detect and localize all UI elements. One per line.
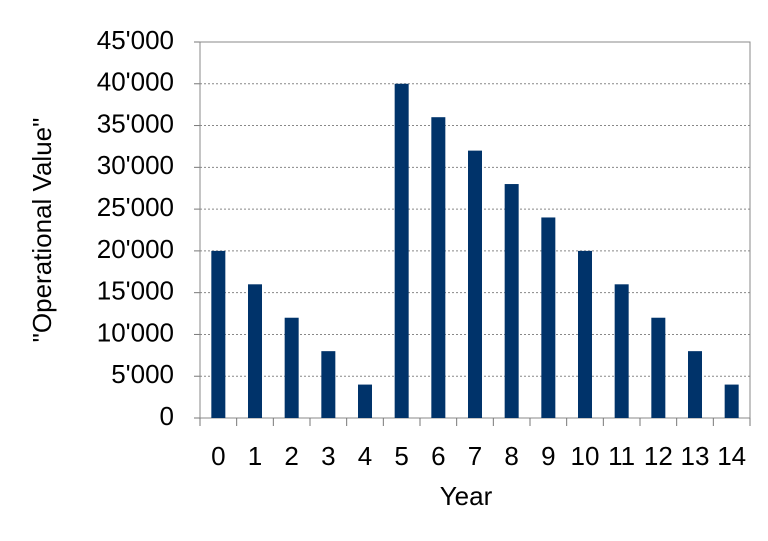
y-tick-label: 15'000: [97, 276, 174, 306]
x-tick-label: 4: [358, 441, 372, 471]
x-tick-label: 1: [248, 441, 262, 471]
x-tick-label: 7: [468, 441, 482, 471]
y-tick-label: 0: [160, 401, 174, 431]
x-tick-label: 0: [211, 441, 225, 471]
bar: [614, 284, 629, 418]
y-tick-label: 30'000: [97, 150, 174, 180]
y-tick-label: 20'000: [97, 234, 174, 264]
bar: [578, 250, 592, 418]
x-tick-label: 12: [644, 441, 673, 471]
y-tick-label: 35'000: [97, 108, 174, 138]
x-tick-label: 9: [541, 441, 555, 471]
y-tick-label: 5'000: [111, 359, 174, 389]
y-tick-label: 10'000: [97, 317, 174, 347]
bar: [358, 384, 372, 418]
x-tick-label: 2: [284, 441, 298, 471]
bar: [724, 384, 739, 418]
y-axis-label: "Operational Value": [27, 118, 57, 343]
x-axis-label: Year: [440, 481, 493, 511]
x-tick-label: 3: [321, 441, 335, 471]
bar: [468, 150, 482, 418]
y-tick-label: 45'000: [97, 25, 174, 55]
x-tick-label: 14: [717, 441, 746, 471]
bar: [394, 83, 409, 419]
bar: [248, 284, 262, 418]
bar: [688, 351, 702, 418]
bar: [431, 117, 446, 418]
x-tick-label: 8: [504, 441, 518, 471]
bar: [504, 184, 519, 418]
y-tick-label: 25'000: [97, 192, 174, 222]
x-tick-label: 6: [431, 441, 445, 471]
x-tick-label: 11: [608, 441, 635, 471]
x-tick-label: 13: [681, 441, 710, 471]
x-tick-label: 5: [394, 441, 408, 471]
bar: [651, 317, 666, 418]
bar: [321, 351, 336, 418]
bar: [211, 250, 226, 418]
bar: [541, 217, 556, 418]
bar: [284, 317, 299, 418]
x-tick-label: 10: [571, 441, 600, 471]
y-tick-label: 40'000: [97, 67, 174, 97]
